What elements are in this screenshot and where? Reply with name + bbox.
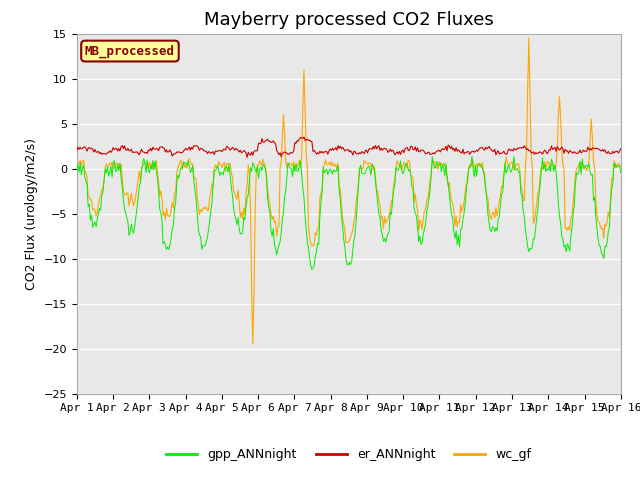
er_ANNnight [300, 134, 308, 140]
wc_gf [73, 158, 81, 164]
Line: er_ANNnight: er_ANNnight [77, 137, 621, 157]
er_ANNnight [242, 150, 250, 156]
er_ANNnight [305, 137, 312, 143]
wc_gf [378, 214, 386, 220]
wc_gf [303, 165, 311, 170]
Line: gpp_ANNnight: gpp_ANNnight [77, 156, 621, 270]
gpp_ANNnight [617, 169, 625, 175]
gpp_ANNnight [242, 204, 250, 209]
er_ANNnight [380, 146, 387, 152]
er_ANNnight [617, 146, 625, 152]
Y-axis label: CO2 Flux (urology/m2/s): CO2 Flux (urology/m2/s) [25, 138, 38, 289]
Line: wc_gf: wc_gf [77, 38, 621, 344]
gpp_ANNnight [378, 231, 386, 237]
Title: Mayberry processed CO2 Fluxes: Mayberry processed CO2 Fluxes [204, 11, 493, 29]
er_ANNnight [243, 155, 251, 160]
gpp_ANNnight [308, 267, 316, 273]
wc_gf [242, 191, 250, 197]
wc_gf [474, 163, 481, 168]
gpp_ANNnight [73, 165, 81, 171]
wc_gf [404, 157, 412, 163]
gpp_ANNnight [569, 211, 577, 217]
er_ANNnight [73, 148, 81, 154]
wc_gf [249, 341, 257, 347]
wc_gf [569, 200, 577, 206]
er_ANNnight [569, 150, 577, 156]
gpp_ANNnight [404, 168, 412, 174]
gpp_ANNnight [302, 227, 310, 233]
gpp_ANNnight [468, 154, 476, 159]
er_ANNnight [475, 146, 483, 152]
wc_gf [525, 35, 532, 41]
er_ANNnight [406, 147, 413, 153]
Legend: gpp_ANNnight, er_ANNnight, wc_gf: gpp_ANNnight, er_ANNnight, wc_gf [161, 443, 536, 466]
gpp_ANNnight [475, 163, 483, 168]
wc_gf [617, 162, 625, 168]
Text: MB_processed: MB_processed [85, 44, 175, 58]
